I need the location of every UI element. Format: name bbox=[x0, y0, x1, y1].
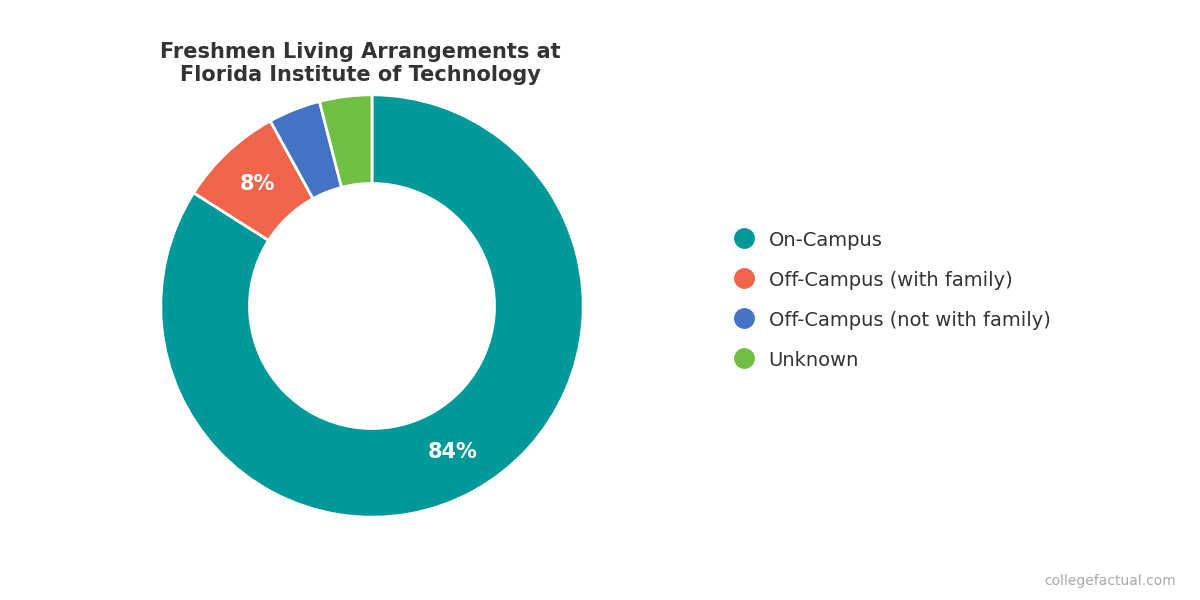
Text: 8%: 8% bbox=[240, 175, 276, 194]
Text: 84%: 84% bbox=[427, 442, 478, 462]
Wedge shape bbox=[161, 95, 583, 517]
Text: collegefactual.com: collegefactual.com bbox=[1044, 574, 1176, 588]
Wedge shape bbox=[319, 95, 372, 187]
Legend: On-Campus, Off-Campus (with family), Off-Campus (not with family), Unknown: On-Campus, Off-Campus (with family), Off… bbox=[730, 220, 1061, 380]
Wedge shape bbox=[193, 121, 313, 241]
Wedge shape bbox=[270, 101, 342, 199]
Text: Freshmen Living Arrangements at
Florida Institute of Technology: Freshmen Living Arrangements at Florida … bbox=[160, 42, 560, 85]
